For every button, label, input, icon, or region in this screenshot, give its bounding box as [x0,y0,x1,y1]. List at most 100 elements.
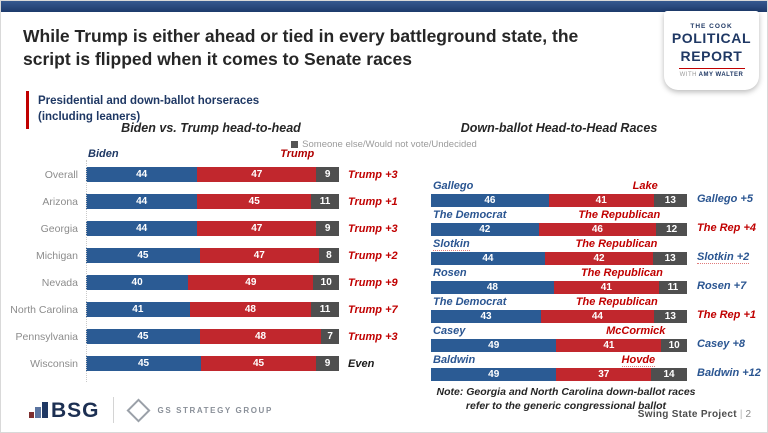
presidential-race-row: Pennsylvania 45 48 7 Trump +3 [7,323,409,350]
stacked-bar: 43 44 13 [431,310,687,323]
presidential-race-row: North Carolina 41 48 11 Trump +7 [7,296,409,323]
rep-candidate-label: The Republican [575,296,658,308]
rep-candidate-label: The Republican [575,238,658,250]
margin-label: Trump +2 [348,249,398,262]
candidate-names: The Democrat The Republican [431,296,687,309]
senate-rows: Gallego Lake 46 41 13 Gallego +5 The Democrat T… [431,180,767,384]
logo-the-cook: THE COOK [690,23,733,30]
logo-byline: WITH AMY WALTER [680,72,744,78]
dem-segment: 45 [86,356,201,371]
dem-segment: 44 [86,221,198,236]
rep-segment: 41 [553,281,659,294]
margin-label: Even [348,357,375,370]
margin-label: Trump +9 [348,276,398,289]
stacked-bar: 45 45 9 [86,356,339,371]
rep-segment: 41 [548,194,654,207]
stacked-bar: 42 46 12 [431,223,687,236]
logo-report: REPORT [680,47,743,64]
stacked-bar: 49 41 10 [431,339,687,352]
state-label: Wisconsin [30,357,78,370]
dem-segment: 45 [86,329,200,344]
margin-label: Trump +3 [348,222,398,235]
chart-subtitle-line2: (including leaners) [38,111,141,124]
slide-footer: Swing State Project | 2 [638,409,751,420]
margin-label: Gallego +5 [697,193,753,205]
stacked-bar: 45 47 8 [86,248,339,263]
dem-candidate-label: Casey [433,325,466,337]
pollster-logos: BSG GS STRATEGY GROUP [29,397,273,423]
undecided-segment: 12 [656,223,687,236]
dem-segment: 48 [431,281,554,294]
cook-political-report-logo: THE COOK POLITICAL REPORT WITH AMY WALTE… [664,11,759,90]
dem-segment: 49 [431,339,557,352]
presidential-race-row: Overall 44 47 9 Trump +3 [7,161,409,188]
page-title: While Trump is either ahead or tied in e… [23,25,643,71]
stacked-bar: 44 47 9 [86,221,339,236]
dem-candidate-label: The Democrat [433,296,507,308]
axis-line [86,160,87,382]
presidential-chart-title: Biden vs. Trump head-to-head [121,121,301,135]
bsg-barchart-icon [29,401,48,421]
rep-segment: 48 [189,302,312,317]
chart-note-line1: Note: Georgia and North Carolina down-ba… [436,386,696,398]
logo-political: POLITICAL [671,30,752,46]
rep-candidate-label: Lake [632,180,658,192]
dem-segment: 43 [431,310,542,323]
chart-note: Note: Georgia and North Carolina down-ba… [421,385,711,413]
state-label: Michigan [35,249,78,262]
rep-segment: 46 [538,223,657,236]
margin-label: The Rep +1 [697,309,756,321]
margin-label: Baldwin +12 [697,367,761,379]
chart-note-line2: refer to the generic congressional ballo… [465,400,667,413]
chart-subtitle-line1: Presidential and down-ballot horseraces [38,95,260,107]
dem-segment: 40 [86,275,189,290]
undecided-segment: 10 [661,339,687,352]
dem-segment: 41 [86,302,190,317]
margin-label: Trump +7 [348,303,398,316]
gs-diamond-icon [125,397,151,423]
logo-divider [112,397,114,423]
undecided-segment: 10 [313,275,339,290]
legend-label: Someone else/Would not vote/Undecided [302,139,477,150]
undecided-segment: 9 [316,167,339,182]
rep-candidate-label: The Republican [578,209,661,221]
dem-candidate-label: Baldwin [433,354,476,366]
state-label: Georgia [40,222,78,235]
presidential-rows: Overall 44 47 9 Trump +3 Arizona 44 45 11 Trump +… [7,161,409,377]
undecided-segment: 13 [653,310,687,323]
senate-race-row: Gallego Lake 46 41 13 Gallego +5 [431,180,767,210]
rep-candidate-label: Hovde [621,354,656,367]
candidate-names: Casey McCormick [431,325,687,338]
margin-label: Slotkin +2 [697,251,750,264]
dem-candidate-label: The Democrat [433,209,507,221]
legend: Someone else/Would not vote/Undecided [1,139,767,150]
rep-candidate-label: The Republican [580,267,663,279]
margin-label: Trump +1 [348,195,398,208]
rep-segment: 49 [188,275,314,290]
stacked-bar: 44 45 11 [86,194,339,209]
dem-segment: 44 [431,252,545,265]
dem-segment: 45 [86,248,200,263]
footer-separator: | [739,409,743,420]
dem-segment: 44 [86,194,198,209]
rep-segment: 37 [556,368,652,381]
gs-logo-text: GS STRATEGY GROUP [157,405,273,415]
rep-candidate-label: McCormick [606,325,666,337]
stacked-bar: 46 41 13 [431,194,687,207]
bsg-logo: BSG [29,400,100,421]
undecided-segment: 13 [653,194,687,207]
dem-segment: 42 [431,223,539,236]
dem-segment: 44 [86,167,198,182]
stacked-bar: 44 42 13 [431,252,687,265]
presidential-race-row: Georgia 44 47 9 Trump +3 [7,215,409,242]
state-label: North Carolina [10,303,78,316]
chart-subtitle: Presidential and down-ballot horseraces … [26,91,260,130]
presidential-race-row: Arizona 44 45 11 Trump +1 [7,188,409,215]
logo-with-word: WITH [679,72,697,78]
rep-segment: 47 [197,167,317,182]
page-number: 2 [745,409,751,420]
stacked-bar: 40 49 10 [86,275,339,290]
rep-segment: 45 [197,194,312,209]
presidential-race-row: Nevada 40 49 10 Trump +9 [7,269,409,296]
stacked-bar: 49 37 14 [431,368,687,381]
